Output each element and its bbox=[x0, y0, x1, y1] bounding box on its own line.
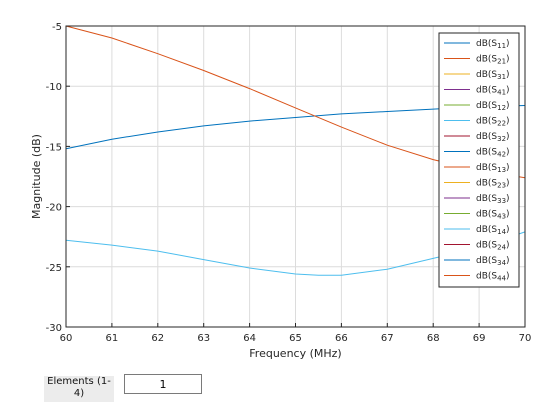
legend-entry: dB(S43) bbox=[476, 210, 510, 221]
legend-entry: dB(S11) bbox=[476, 39, 510, 50]
y-tick-label: -30 bbox=[46, 323, 62, 334]
x-axis-label: Frequency (MHz) bbox=[249, 347, 341, 360]
ticks: 60 61 62 63 64 65 66 67 68 69 70 -5 -10 -15 -20 -25 -30 bbox=[46, 22, 532, 344]
y-tick-label: -5 bbox=[52, 22, 62, 33]
x-tick-label: 70 bbox=[519, 333, 532, 344]
legend-entry: dB(S23) bbox=[476, 179, 510, 190]
legend-entry: dB(S13) bbox=[476, 163, 510, 174]
x-tick-label: 65 bbox=[289, 333, 302, 344]
x-tick-label: 64 bbox=[243, 333, 256, 344]
x-tick-label: 67 bbox=[381, 333, 394, 344]
y-tick-label: -25 bbox=[46, 263, 62, 274]
legend-entry: dB(S34) bbox=[476, 256, 510, 267]
elements-control: Elements (1-4) bbox=[44, 374, 214, 402]
y-axis-label: Magnitude (dB) bbox=[30, 134, 43, 219]
legend-entry: dB(S44) bbox=[476, 272, 510, 283]
x-tick-label: 61 bbox=[106, 333, 119, 344]
legend-entry: dB(S33) bbox=[476, 194, 510, 205]
legend-entry: dB(S24) bbox=[476, 241, 510, 252]
legend-entry: dB(S32) bbox=[476, 132, 510, 143]
y-tick-label: -15 bbox=[46, 142, 62, 153]
legend-entry: dB(S14) bbox=[476, 225, 510, 236]
elements-input[interactable] bbox=[124, 374, 202, 394]
chart: 60 61 62 63 64 65 66 67 68 69 70-5-10-15-20-25-30 … bbox=[30, 22, 532, 360]
y-tick-label: -20 bbox=[46, 203, 62, 214]
x-tick-label: 63 bbox=[197, 333, 210, 344]
legend: dB(S11) dB(S21) dB(S31) dB(S41) dB(S12) dB(S2… bbox=[438, 32, 520, 288]
legend-entry: dB(S31) bbox=[476, 70, 510, 81]
legend-entry: dB(S21) bbox=[476, 55, 510, 66]
elements-label: Elements (1-4) bbox=[44, 376, 114, 402]
y-tick-label: -10 bbox=[46, 82, 62, 93]
x-tick-label: 66 bbox=[335, 333, 348, 344]
legend-entry: dB(S22) bbox=[476, 117, 510, 128]
legend-entry: dB(S42) bbox=[476, 148, 510, 159]
legend-entry: dB(S41) bbox=[476, 86, 510, 97]
x-tick-label: 68 bbox=[427, 333, 440, 344]
legend-entry: dB(S12) bbox=[476, 101, 510, 112]
x-tick-label: 60 bbox=[60, 333, 73, 344]
x-tick-label: 69 bbox=[473, 333, 486, 344]
x-tick-label: 62 bbox=[151, 333, 164, 344]
